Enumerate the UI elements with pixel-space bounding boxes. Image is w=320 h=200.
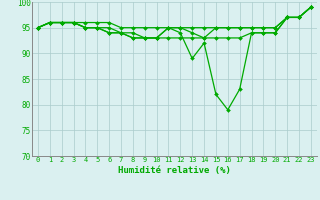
X-axis label: Humidité relative (%): Humidité relative (%): [118, 166, 231, 175]
